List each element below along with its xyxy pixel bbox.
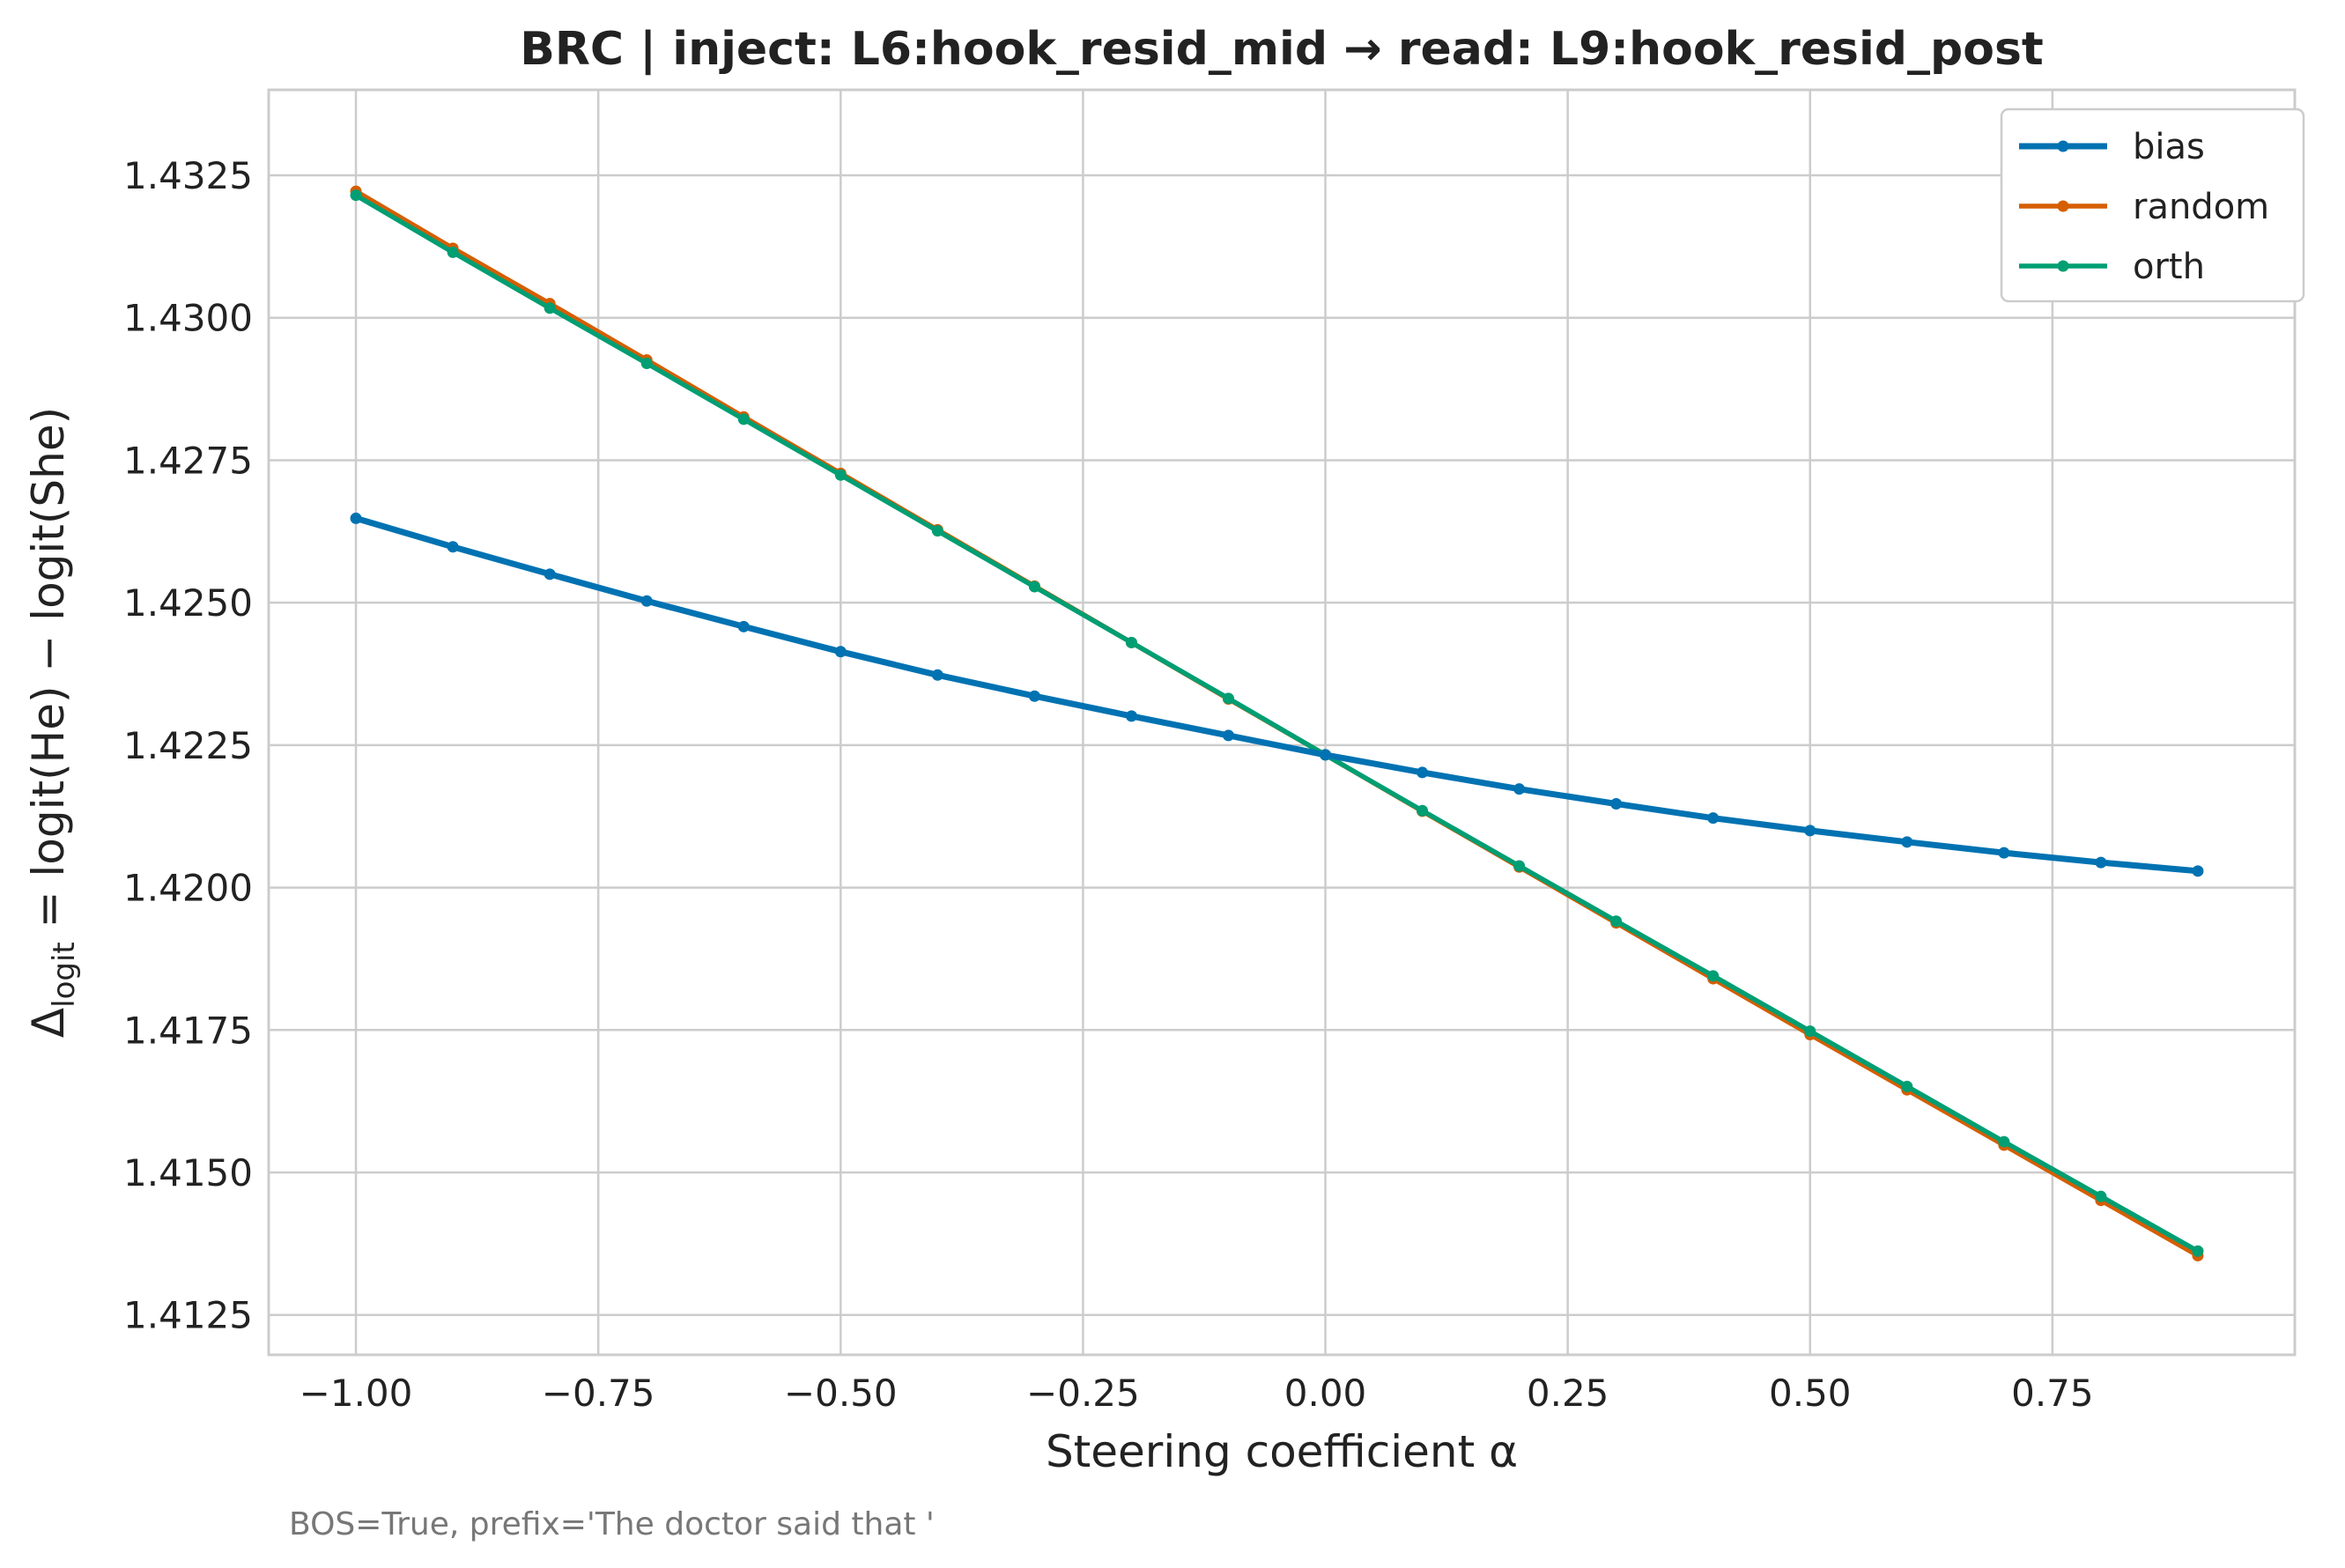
plot-frame — [267, 88, 2297, 1357]
grid-layer — [269, 90, 2295, 1355]
data-point-bias — [1804, 825, 1816, 837]
x-tick-label: −0.25 — [1026, 1372, 1140, 1415]
legend-item-bias: bias — [2019, 127, 2205, 167]
y-tick-label: 1.4175 — [123, 1009, 253, 1052]
data-point-orth — [1125, 636, 1137, 648]
data-point-orth — [2095, 1190, 2107, 1202]
series-random — [350, 185, 2204, 1261]
y-axis-label-delta: Δ — [23, 1008, 74, 1038]
x-tick-label: 0.75 — [2011, 1372, 2094, 1415]
legend-box — [2000, 107, 2305, 303]
data-point-bias — [1610, 797, 1623, 810]
legend-label: bias — [2133, 127, 2205, 167]
data-point-bias — [1028, 690, 1040, 702]
data-point-orth — [1998, 1135, 2010, 1148]
data-point-bias — [834, 646, 847, 658]
data-point-orth — [640, 357, 653, 369]
data-point-bias — [1320, 749, 1332, 761]
data-point-bias — [2095, 856, 2107, 869]
chart-title: BRC | inject: L6:hook_resid_mid → read: … — [520, 23, 2044, 76]
data-point-orth — [1901, 1080, 1913, 1092]
y-tick-label: 1.4150 — [123, 1151, 253, 1194]
x-axis-label: Steering coefficient α — [1046, 1426, 1518, 1477]
y-axis-label-subscript: logit — [47, 942, 82, 1008]
series-layer — [350, 185, 2204, 1261]
legend-label: random — [2133, 187, 2269, 227]
data-point-bias — [1901, 836, 1913, 848]
y-axis-label-rest: = logit(He) − logit(She) — [23, 407, 74, 942]
y-tick-label: 1.4275 — [123, 439, 253, 482]
x-tick-label: −0.50 — [784, 1372, 898, 1415]
data-point-orth — [1417, 804, 1429, 817]
y-tick-label: 1.4300 — [123, 297, 253, 340]
data-point-orth — [544, 302, 556, 314]
data-point-bias — [350, 512, 362, 524]
data-point-orth — [1222, 692, 1234, 705]
data-point-bias — [1998, 847, 2010, 859]
data-point-orth — [1610, 915, 1623, 928]
data-point-orth — [834, 469, 847, 481]
legend-marker — [2057, 140, 2069, 152]
x-tick-label: −0.75 — [542, 1372, 655, 1415]
x-tick-label: 0.00 — [1284, 1372, 1367, 1415]
data-point-orth — [737, 413, 750, 425]
data-point-bias — [544, 568, 556, 581]
y-tick-label: 1.4200 — [123, 867, 253, 910]
x-tick-label: 0.50 — [1769, 1372, 1852, 1415]
y-tick-label: 1.4325 — [123, 154, 253, 197]
legend-marker — [2057, 260, 2069, 272]
legend-marker — [2057, 200, 2069, 212]
y-axis-label: Δlogit = logit(He) − logit(She) — [23, 407, 82, 1038]
data-point-bias — [931, 669, 943, 681]
data-point-bias — [2192, 865, 2204, 877]
series-bias — [350, 512, 2204, 877]
tick-layer: −1.00 −0.75 −0.50 −0.25 0.00 0.25 0.50 0.75 1.41… — [123, 154, 2094, 1415]
data-point-bias — [1707, 812, 1720, 825]
data-point-bias — [447, 541, 459, 553]
series-line-bias — [355, 515, 2199, 875]
legend: bias random orth — [2000, 107, 2305, 303]
data-point-orth — [1707, 970, 1720, 982]
y-tick-label: 1.4125 — [123, 1294, 253, 1337]
data-point-orth — [1028, 581, 1040, 593]
data-point-orth — [931, 525, 943, 537]
data-point-bias — [1513, 783, 1526, 795]
data-point-bias — [640, 595, 653, 607]
legend-label: orth — [2133, 247, 2205, 287]
x-tick-label: −1.00 — [300, 1372, 413, 1415]
data-point-bias — [737, 620, 750, 632]
series-line-orth — [354, 193, 2200, 1254]
data-point-orth — [1513, 860, 1526, 872]
legend-item-orth: orth — [2019, 247, 2205, 287]
y-tick-label: 1.4250 — [123, 581, 253, 625]
legend-item-random: random — [2019, 187, 2269, 227]
data-point-orth — [350, 189, 362, 202]
data-point-orth — [2192, 1245, 2204, 1257]
data-point-orth — [1804, 1025, 1816, 1038]
y-tick-label: 1.4225 — [123, 724, 253, 767]
data-point-bias — [1125, 710, 1137, 722]
chart-caption: BOS=True, prefix='The doctor said that ' — [289, 1506, 935, 1542]
data-point-bias — [1417, 766, 1429, 779]
data-point-orth — [447, 246, 459, 258]
x-tick-label: 0.25 — [1527, 1372, 1609, 1415]
data-point-bias — [1222, 729, 1234, 742]
